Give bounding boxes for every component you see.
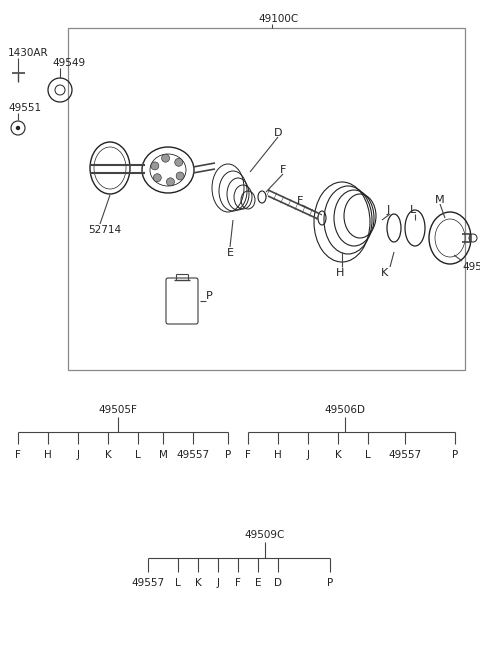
Text: 49100C: 49100C xyxy=(258,14,298,24)
Text: 49557: 49557 xyxy=(462,262,480,272)
Text: P: P xyxy=(452,450,458,460)
Text: F: F xyxy=(297,196,303,206)
Text: F: F xyxy=(15,450,21,460)
Text: 49505F: 49505F xyxy=(98,405,137,415)
Text: P: P xyxy=(327,578,333,588)
Circle shape xyxy=(176,172,184,180)
Text: 52714: 52714 xyxy=(88,225,121,235)
Text: M: M xyxy=(435,195,445,205)
Circle shape xyxy=(16,126,20,130)
Text: P: P xyxy=(206,291,213,301)
Text: 49557: 49557 xyxy=(388,450,421,460)
FancyBboxPatch shape xyxy=(166,278,198,324)
Text: F: F xyxy=(235,578,241,588)
Text: 49549: 49549 xyxy=(52,58,85,68)
Circle shape xyxy=(153,174,161,181)
Text: 49551: 49551 xyxy=(8,103,41,113)
Text: D: D xyxy=(274,578,282,588)
Text: L: L xyxy=(135,450,141,460)
Text: J: J xyxy=(307,450,310,460)
Text: H: H xyxy=(44,450,52,460)
Text: M: M xyxy=(158,450,168,460)
Text: L: L xyxy=(410,205,416,215)
Text: E: E xyxy=(255,578,261,588)
Text: K: K xyxy=(382,268,389,278)
Text: D: D xyxy=(274,128,282,138)
Circle shape xyxy=(167,178,174,186)
Circle shape xyxy=(175,159,183,166)
Bar xyxy=(68,28,465,370)
Text: 49509C: 49509C xyxy=(245,530,285,540)
Text: F: F xyxy=(280,165,286,175)
Circle shape xyxy=(162,154,169,162)
Text: K: K xyxy=(105,450,111,460)
Text: K: K xyxy=(335,450,341,460)
Text: 49557: 49557 xyxy=(132,578,165,588)
Text: F: F xyxy=(245,450,251,460)
Text: H: H xyxy=(336,268,344,278)
Text: 49557: 49557 xyxy=(177,450,210,460)
Circle shape xyxy=(151,162,159,170)
Text: K: K xyxy=(194,578,202,588)
Text: L: L xyxy=(175,578,181,588)
Text: P: P xyxy=(225,450,231,460)
Text: H: H xyxy=(274,450,282,460)
Text: J: J xyxy=(216,578,219,588)
Text: L: L xyxy=(365,450,371,460)
Text: J: J xyxy=(386,205,390,215)
Text: E: E xyxy=(227,248,233,258)
Text: J: J xyxy=(76,450,80,460)
Text: 49506D: 49506D xyxy=(324,405,365,415)
Text: 1430AR: 1430AR xyxy=(8,48,48,58)
